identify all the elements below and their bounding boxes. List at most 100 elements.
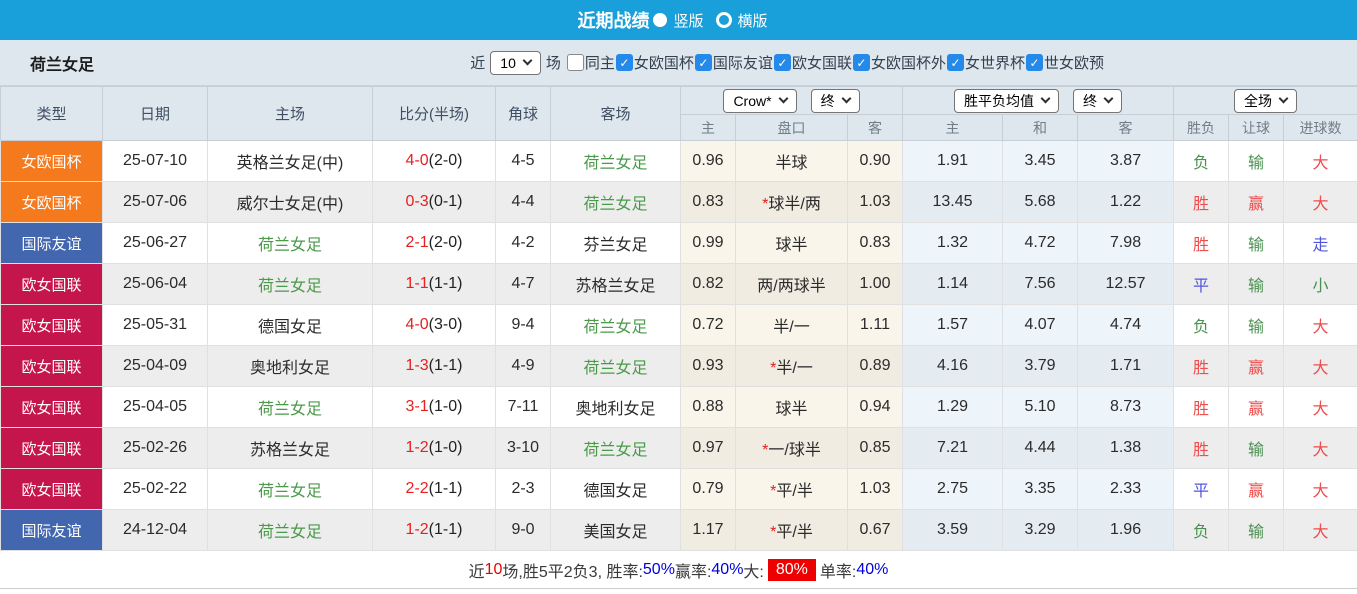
chevron-down-icon bbox=[522, 55, 533, 66]
europe-odds-select[interactable]: 胜平负均值 bbox=[954, 88, 1060, 113]
league-filter-checkbox[interactable]: 欧女国联 bbox=[773, 52, 852, 73]
handicap-result-cell: 赢 bbox=[1228, 468, 1285, 510]
fulltime-score: 0-3 bbox=[405, 193, 429, 210]
handicap-select-group: Crow* 终 bbox=[679, 86, 904, 115]
handicap-change-star: * bbox=[770, 524, 777, 541]
radio-icon[interactable] bbox=[653, 13, 668, 27]
corner-cell: 4-9 bbox=[495, 345, 551, 387]
handicap-line-cell: *半/一 bbox=[735, 345, 848, 387]
odds-lose-cell: 4.74 bbox=[1077, 304, 1175, 346]
subheader-handicap-home: 主 bbox=[680, 114, 736, 141]
goals-result-cell: 大 bbox=[1283, 345, 1357, 387]
view-option-label: 竖版 bbox=[673, 12, 704, 30]
away-team-cell: 芬兰女足 bbox=[550, 222, 681, 264]
score-cell: 1-2(1-1) bbox=[372, 509, 496, 551]
goals-result-cell: 大 bbox=[1283, 427, 1357, 469]
league-filter-checkbox[interactable]: 世女欧预 bbox=[1025, 52, 1104, 73]
bookmaker-time-select[interactable]: 终 bbox=[810, 88, 860, 113]
subheader-odds-draw: 和 bbox=[1002, 114, 1079, 141]
chevron-down-icon bbox=[778, 93, 789, 104]
match-row: 国际友谊 25-06-27 荷兰女足 2-1(2-0) 4-2 芬兰女足 0.9… bbox=[0, 222, 1357, 264]
checkbox-icon[interactable] bbox=[852, 54, 870, 71]
odds-lose-cell: 3.87 bbox=[1077, 140, 1175, 182]
checkbox-icon[interactable] bbox=[946, 54, 964, 71]
table-body: 女欧国杯 25-07-10 英格兰女足(中) 4-0(2-0) 4-5 荷兰女足… bbox=[0, 140, 1357, 551]
handicap-away-odds-cell: 1.03 bbox=[846, 468, 904, 510]
odds-lose-cell: 2.33 bbox=[1077, 468, 1175, 510]
home-team-name: 英格兰女足(中) bbox=[236, 155, 344, 172]
checkbox-icon[interactable] bbox=[566, 54, 584, 71]
away-team-cell: 荷兰女足 bbox=[550, 427, 681, 469]
summary-footer: 近 10 场,胜5平2负3, 胜率: 50% 赢率: 40% 大: 80% 单率… bbox=[0, 551, 1357, 588]
handicap-line-cell: 两/两球半 bbox=[735, 263, 848, 305]
title-bar: 近期战绩 竖版 横版 bbox=[0, 0, 1357, 40]
handicap-home-odds-cell: 0.88 bbox=[680, 386, 736, 428]
handicap-result-cell: 输 bbox=[1228, 304, 1285, 346]
header-corner: 角球 bbox=[495, 86, 551, 141]
halftime-score: (1-0) bbox=[428, 439, 463, 456]
goals-result-cell: 小 bbox=[1283, 263, 1357, 305]
europe-time-select[interactable]: 终 bbox=[1073, 88, 1123, 113]
handicap-away-odds-cell: 0.90 bbox=[846, 140, 904, 182]
league-filter-checkbox[interactable]: 国际友谊 bbox=[694, 52, 773, 73]
type-cell: 国际友谊 bbox=[0, 222, 103, 264]
away-team-name: 德国女足 bbox=[583, 483, 648, 500]
view-option-vertical[interactable]: 竖版 bbox=[653, 10, 704, 31]
odds-draw-cell: 3.29 bbox=[1002, 509, 1079, 551]
score-cell: 4-0(3-0) bbox=[372, 304, 496, 346]
league-filter-checkbox[interactable]: 女世界杯 bbox=[946, 52, 1025, 73]
checkbox-icon[interactable] bbox=[1025, 54, 1043, 71]
fulltime-score: 4-0 bbox=[405, 152, 429, 169]
odds-lose-cell: 12.57 bbox=[1077, 263, 1175, 305]
league-filter-label: 女欧国杯外 bbox=[870, 55, 946, 72]
europe-odds-select-group: 胜平负均值 终 bbox=[902, 86, 1175, 115]
handicap-result-cell: 输 bbox=[1228, 509, 1285, 551]
checkbox-icon[interactable] bbox=[694, 54, 712, 71]
score-cell: 0-3(0-1) bbox=[372, 181, 496, 223]
type-cell: 欧女国联 bbox=[0, 386, 103, 428]
subheader-handicap-away: 客 bbox=[846, 114, 904, 141]
handicap-away-odds-cell: 0.67 bbox=[846, 509, 904, 551]
scope-select[interactable]: 全场 bbox=[1234, 88, 1298, 113]
league-filter-checkbox[interactable]: 同主 bbox=[566, 52, 615, 73]
bookmaker-select[interactable]: Crow* bbox=[723, 88, 797, 113]
result-cell: 胜 bbox=[1173, 222, 1230, 264]
away-team-name: 荷兰女足 bbox=[583, 442, 648, 459]
handicap-home-odds-cell: 1.17 bbox=[680, 509, 736, 551]
type-cell: 欧女国联 bbox=[0, 263, 103, 305]
date-cell: 25-06-27 bbox=[102, 222, 208, 264]
checkbox-icon[interactable] bbox=[615, 54, 633, 71]
league-filter-checkbox[interactable]: 女欧国杯 bbox=[615, 52, 694, 73]
away-team-cell: 荷兰女足 bbox=[550, 181, 681, 223]
date-cell: 25-02-26 bbox=[102, 427, 208, 469]
odds-draw-cell: 3.79 bbox=[1002, 345, 1079, 387]
odds-win-cell: 2.75 bbox=[902, 468, 1004, 510]
result-cell: 胜 bbox=[1173, 345, 1230, 387]
handicap-line: 平/半 bbox=[776, 483, 813, 500]
corner-cell: 4-2 bbox=[495, 222, 551, 264]
league-filter-label: 欧女国联 bbox=[791, 55, 852, 72]
odds-lose-cell: 1.38 bbox=[1077, 427, 1175, 469]
result-cell: 负 bbox=[1173, 509, 1230, 551]
home-team-name: 苏格兰女足 bbox=[249, 442, 330, 459]
odds-draw-cell: 3.35 bbox=[1002, 468, 1079, 510]
handicap-line: 球半 bbox=[775, 401, 808, 418]
handicap-away-odds-cell: 0.85 bbox=[846, 427, 904, 469]
chevron-down-icon bbox=[1103, 93, 1114, 104]
away-team-cell: 荷兰女足 bbox=[550, 304, 681, 346]
handicap-home-odds-cell: 0.97 bbox=[680, 427, 736, 469]
score-cell: 3-1(1-0) bbox=[372, 386, 496, 428]
subheader-handicap-result: 让球 bbox=[1228, 114, 1285, 141]
view-option-horizontal[interactable]: 横版 bbox=[715, 10, 768, 31]
league-filter-checkbox[interactable]: 女欧国杯外 bbox=[852, 52, 946, 73]
radio-icon[interactable] bbox=[715, 12, 732, 28]
odds-lose-cell: 1.96 bbox=[1077, 509, 1175, 551]
checkbox-icon[interactable] bbox=[773, 54, 791, 71]
home-team-cell: 荷兰女足 bbox=[207, 263, 373, 305]
recent-count-select[interactable]: 10 bbox=[490, 50, 541, 75]
halftime-score: (3-0) bbox=[428, 316, 463, 333]
filter-bar: 荷兰女足 近 10 场 同主 女欧国杯 国际友谊 bbox=[0, 40, 1357, 86]
odds-draw-cell: 4.44 bbox=[1002, 427, 1079, 469]
home-team-cell: 威尔士女足(中) bbox=[207, 181, 373, 223]
summary-segment: 场,胜5平2负3, 胜率: bbox=[502, 563, 643, 581]
